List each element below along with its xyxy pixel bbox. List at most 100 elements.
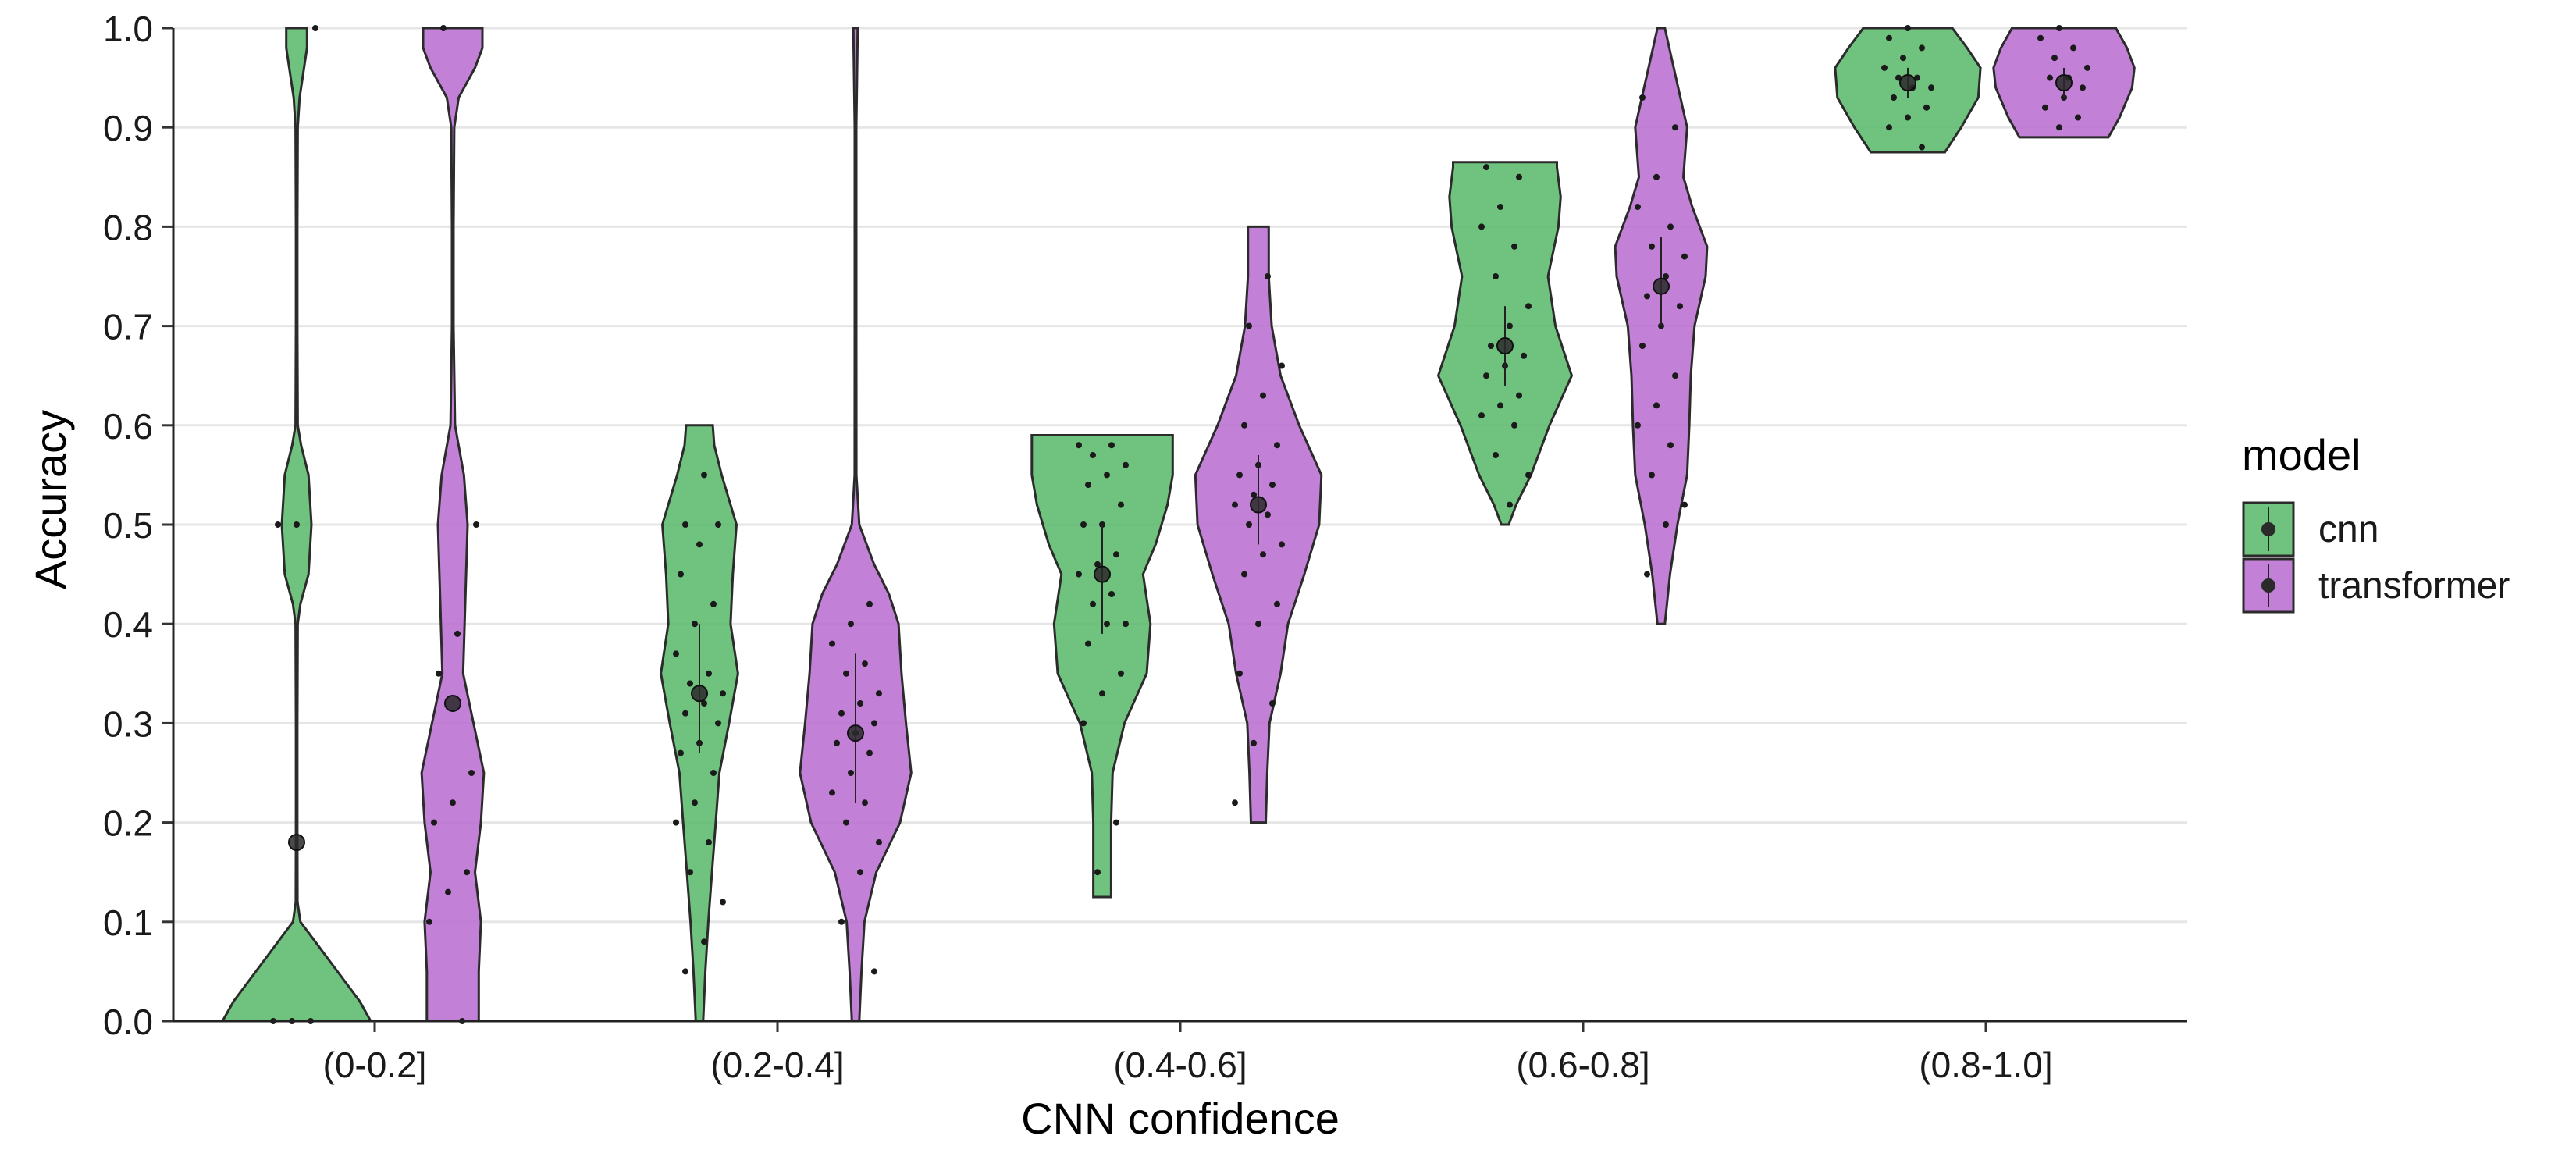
data-point bbox=[1274, 442, 1280, 449]
data-point bbox=[1905, 25, 1911, 31]
data-point bbox=[1255, 621, 1261, 628]
data-point bbox=[1251, 491, 1257, 498]
data-point bbox=[1649, 243, 1655, 250]
data-point bbox=[1265, 511, 1271, 518]
data-point bbox=[1118, 501, 1124, 508]
data-point bbox=[1516, 392, 1522, 399]
data-point bbox=[2084, 64, 2090, 71]
data-point bbox=[1644, 293, 1650, 300]
data-point bbox=[1090, 452, 1096, 458]
data-point bbox=[720, 899, 726, 906]
data-point bbox=[1241, 422, 1247, 429]
data-point bbox=[1644, 571, 1650, 578]
data-point bbox=[1905, 114, 1911, 121]
data-point bbox=[710, 600, 717, 607]
data-point bbox=[2070, 44, 2076, 52]
data-point bbox=[2042, 104, 2048, 111]
legend-label-cnn: cnn bbox=[2318, 509, 2379, 550]
data-point bbox=[1232, 501, 1238, 508]
data-point bbox=[275, 521, 281, 528]
data-point bbox=[426, 918, 432, 925]
mean-point bbox=[691, 685, 708, 703]
data-point bbox=[1113, 551, 1119, 558]
data-point bbox=[1118, 670, 1124, 677]
data-point bbox=[1265, 273, 1271, 279]
data-point bbox=[838, 710, 845, 717]
data-point bbox=[715, 720, 721, 727]
violin-transformer bbox=[799, 27, 913, 1023]
data-point bbox=[692, 621, 698, 628]
x-tick-label: (0.4-0.6] bbox=[1113, 1045, 1247, 1085]
data-point bbox=[1076, 571, 1082, 578]
data-point bbox=[1497, 204, 1503, 210]
data-point bbox=[1488, 343, 1494, 349]
mean-point bbox=[1496, 337, 1514, 355]
data-point bbox=[464, 869, 470, 876]
data-point bbox=[1090, 600, 1096, 607]
data-point bbox=[1260, 392, 1266, 399]
legend-label-transformer: transformer bbox=[2318, 565, 2510, 607]
data-point bbox=[2075, 114, 2081, 121]
y-tick-label: 0.6 bbox=[103, 406, 153, 447]
data-point bbox=[876, 690, 882, 697]
data-point bbox=[1279, 541, 1285, 548]
data-point bbox=[1511, 422, 1517, 429]
data-point bbox=[1236, 670, 1243, 677]
data-point bbox=[1886, 124, 1892, 131]
y-axis-title: Accuracy bbox=[26, 410, 75, 589]
mean-point bbox=[2055, 73, 2073, 91]
data-point bbox=[1672, 372, 1678, 379]
data-point bbox=[1493, 452, 1499, 458]
data-point bbox=[1260, 551, 1266, 558]
data-point bbox=[1667, 442, 1674, 449]
data-point bbox=[692, 799, 698, 806]
data-point bbox=[866, 749, 873, 756]
data-point bbox=[829, 640, 835, 647]
data-point bbox=[1511, 243, 1517, 250]
violin-transformer bbox=[420, 27, 486, 1023]
x-tick-label: (0.8-1.0] bbox=[1919, 1045, 2052, 1085]
y-tick-label: 0.9 bbox=[103, 108, 153, 148]
mean-point bbox=[1899, 73, 1916, 91]
violin-cnn bbox=[1030, 434, 1174, 899]
data-point bbox=[1104, 621, 1110, 628]
data-point bbox=[1246, 322, 1252, 329]
mean-point bbox=[847, 724, 864, 742]
data-point bbox=[843, 670, 849, 677]
mean-point bbox=[288, 834, 305, 852]
data-point bbox=[445, 888, 451, 895]
data-point bbox=[1653, 402, 1660, 409]
y-tick-label: 0.4 bbox=[103, 604, 153, 645]
data-point bbox=[710, 770, 717, 776]
data-point bbox=[1521, 352, 1527, 359]
data-point bbox=[1886, 34, 1892, 41]
y-tick-label: 0.0 bbox=[103, 1002, 153, 1042]
data-point bbox=[862, 660, 868, 667]
data-point bbox=[1507, 501, 1513, 508]
mean-point bbox=[444, 694, 461, 712]
data-point bbox=[1246, 521, 1252, 528]
data-point bbox=[1232, 799, 1238, 806]
data-point bbox=[1525, 303, 1532, 310]
data-point bbox=[871, 968, 877, 975]
data-point bbox=[1483, 164, 1489, 171]
data-point bbox=[843, 819, 849, 826]
legend-key-dot bbox=[2261, 578, 2275, 593]
data-point bbox=[1881, 64, 1888, 71]
y-tick-label: 0.2 bbox=[103, 803, 153, 844]
x-tick-label: (0.6-0.8] bbox=[1516, 1045, 1649, 1085]
data-point bbox=[1672, 124, 1678, 131]
data-point bbox=[1928, 84, 1934, 91]
data-point bbox=[1113, 819, 1119, 826]
data-point bbox=[682, 968, 688, 975]
data-point bbox=[1919, 144, 1925, 151]
data-point bbox=[1478, 412, 1485, 419]
data-point bbox=[1653, 173, 1660, 180]
data-point bbox=[1274, 600, 1280, 607]
data-point bbox=[454, 630, 461, 637]
data-point bbox=[2037, 34, 2044, 41]
data-point bbox=[436, 670, 442, 677]
data-point bbox=[678, 749, 684, 756]
data-point bbox=[857, 700, 863, 707]
